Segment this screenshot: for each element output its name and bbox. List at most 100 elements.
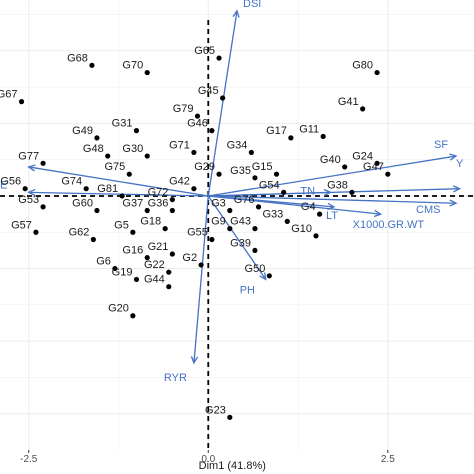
point-g40	[342, 164, 348, 170]
point-g50	[266, 273, 272, 279]
vector-arrowhead	[27, 188, 36, 197]
vector-arrowhead	[190, 356, 199, 365]
point-label-g9: G9	[211, 216, 226, 228]
point-label-g80: G80	[352, 60, 373, 72]
vector-label-cms: CMS	[416, 204, 440, 216]
vector-line	[207, 10, 238, 197]
point-label-g23: G23	[205, 404, 226, 416]
point-label-g56: G56	[0, 176, 21, 188]
point-g74	[83, 186, 89, 192]
vector-line	[28, 166, 209, 197]
point-label-g44: G44	[144, 274, 165, 286]
point-label-g30: G30	[122, 143, 143, 155]
point-g2	[198, 262, 204, 268]
point-g53	[40, 204, 46, 210]
point-label-g70: G70	[122, 60, 143, 72]
point-g55	[209, 236, 215, 243]
point-label-g43: G43	[230, 216, 251, 228]
variable-vectors: DSI SF TN LT CMS X1000.GR.WT PH RYR E Y	[0, 0, 464, 384]
point-label-g35: G35	[230, 165, 251, 177]
point-g68	[89, 62, 95, 68]
point-g47	[385, 171, 391, 177]
point-label-g60: G60	[72, 197, 93, 209]
point-g37	[144, 207, 150, 214]
point-g11	[320, 133, 326, 140]
vector-arrowhead	[27, 164, 36, 172]
point-g39	[252, 247, 258, 254]
vector-label-lt: LT	[326, 210, 338, 222]
vector-label-ryr: RYR	[164, 372, 187, 384]
point-g16	[144, 255, 150, 261]
vector-label-partial: Y	[456, 158, 464, 170]
point-label-g18: G18	[140, 216, 161, 228]
point-label-g76: G76	[234, 194, 255, 206]
point-g76	[255, 204, 262, 210]
point-label-g4: G4	[301, 201, 316, 213]
point-g71	[191, 149, 197, 156]
point-label-g49: G49	[72, 125, 93, 137]
point-g21	[169, 251, 175, 257]
vector-label-sf: SF	[434, 139, 448, 151]
point-label-g74: G74	[61, 176, 82, 188]
point-label-g3: G3	[211, 197, 226, 209]
point-label-g21: G21	[148, 241, 169, 253]
point-g42	[191, 186, 197, 192]
vector-line	[193, 195, 209, 363]
point-label-g67: G67	[0, 89, 18, 101]
point-g46	[209, 128, 215, 134]
point-label-g45: G45	[198, 85, 219, 97]
vector-label-dsi: DSI	[243, 0, 261, 10]
vector-arrowhead	[452, 185, 462, 193]
point-g43	[252, 226, 258, 232]
point-label-g19: G19	[112, 266, 133, 278]
x-axis-title: Dim1 (41.8%)	[199, 460, 266, 472]
vector-line	[208, 195, 457, 204]
vector-label-ph: PH	[240, 284, 255, 296]
point-label-g54: G54	[259, 179, 280, 191]
point-g3	[227, 207, 233, 214]
point-label-g47: G47	[363, 161, 384, 173]
point-label-g34: G34	[227, 139, 248, 151]
point-label-g75: G75	[104, 161, 125, 173]
point-label-g71: G71	[169, 139, 190, 151]
point-label-g6: G6	[96, 256, 111, 268]
point-g34	[248, 149, 254, 156]
point-g67	[18, 99, 25, 105]
point-label-g65: G65	[194, 45, 215, 57]
point-g24	[374, 160, 380, 166]
point-label-g79: G79	[173, 103, 194, 115]
point-label-g62: G62	[69, 227, 90, 239]
point-label-g17: G17	[266, 125, 287, 137]
point-g62	[90, 236, 96, 243]
point-g35	[252, 175, 258, 181]
x-tick-label: -2.5	[20, 454, 38, 465]
vector-arrowhead	[232, 9, 240, 18]
point-g79	[194, 113, 201, 119]
x-axis-ticks: -2.5 0.0 2.5	[20, 450, 395, 465]
point-g10	[313, 233, 319, 239]
point-label-g53: G53	[18, 194, 39, 206]
point-g56	[22, 186, 28, 192]
point-label-g22: G22	[144, 259, 165, 271]
point-g65	[216, 55, 222, 61]
point-label-g33: G33	[262, 208, 283, 220]
point-label-g10: G10	[291, 223, 312, 235]
point-label-g5: G5	[114, 219, 129, 231]
vector-label-tn: TN	[300, 185, 315, 197]
point-label-g2: G2	[182, 252, 197, 264]
point-label-g46: G46	[187, 118, 208, 130]
point-label-g38: G38	[327, 179, 348, 191]
point-label-g29: G29	[194, 161, 215, 173]
point-g75	[126, 171, 132, 177]
vector-arrowhead	[259, 272, 267, 281]
vector-arrowhead	[373, 209, 383, 218]
point-label-g16: G16	[122, 245, 143, 257]
point-g22	[166, 269, 172, 275]
point-label-g48: G48	[83, 143, 104, 155]
point-g57	[33, 229, 39, 235]
point-label-g72: G72	[148, 187, 169, 199]
point-g18	[162, 226, 168, 232]
point-label-g20: G20	[108, 303, 129, 315]
point-g19	[133, 276, 140, 283]
